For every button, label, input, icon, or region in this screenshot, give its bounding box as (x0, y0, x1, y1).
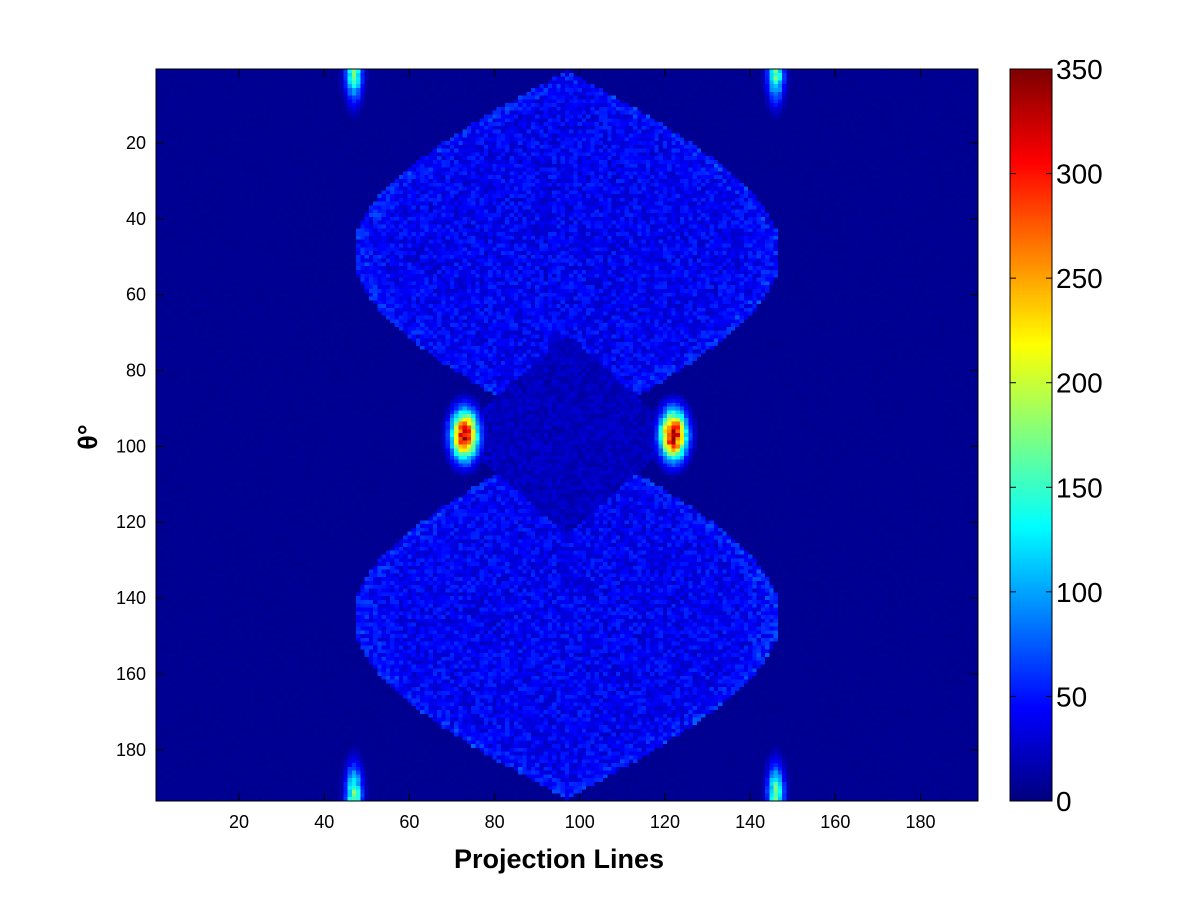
colorbar-tick-label: 100 (1056, 577, 1103, 608)
plot-frame (155, 68, 979, 802)
x-tick-label: 20 (229, 812, 249, 832)
y-tick-label: 20 (126, 133, 146, 153)
colorbar-tick-label: 300 (1056, 159, 1103, 190)
colorbar-tick-label: 200 (1056, 368, 1103, 399)
x-tick-label: 140 (735, 812, 765, 832)
heatmap-image (156, 69, 978, 801)
y-tick-label: 100 (116, 436, 146, 456)
colorbar-ticks: 0 50 100 150 200 250 300 350 (1010, 54, 1103, 817)
colorbar-tick-label: 250 (1056, 263, 1103, 294)
colorbar-tick-label: 150 (1056, 472, 1103, 503)
colorbar-frame (1009, 68, 1053, 802)
x-tick-label: 40 (314, 812, 334, 832)
colorbar-gradient (1010, 69, 1052, 801)
x-tick-label: 120 (650, 812, 680, 832)
colorbar-tick-label: 0 (1056, 786, 1072, 817)
x-tick-label: 80 (485, 812, 505, 832)
x-tick-label: 180 (905, 812, 935, 832)
x-tick-label: 160 (820, 812, 850, 832)
y-tick-label: 160 (116, 664, 146, 684)
y-tick-label: 140 (116, 588, 146, 608)
colorbar-tick-label: 50 (1056, 681, 1087, 712)
x-tick-label: 100 (565, 812, 595, 832)
y-tick-label: 60 (126, 285, 146, 305)
x-tick-label: 60 (399, 812, 419, 832)
y-axis-ticks: 20 40 60 80 100 120 140 160 180 (116, 133, 978, 760)
x-axis-label: Projection Lines (454, 844, 664, 874)
y-tick-label: 180 (116, 740, 146, 760)
y-axis-label: θ° (73, 424, 103, 449)
y-tick-label: 80 (126, 361, 146, 381)
x-axis-ticks: 20 40 60 80 100 120 140 160 180 (229, 69, 936, 832)
y-tick-label: 120 (116, 512, 146, 532)
y-tick-label: 40 (126, 209, 146, 229)
colorbar-tick-label: 350 (1056, 54, 1103, 85)
